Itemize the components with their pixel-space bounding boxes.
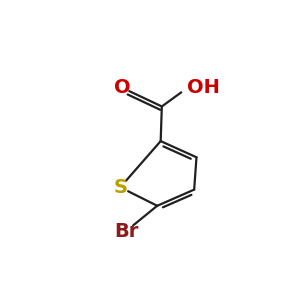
Text: O: O xyxy=(114,79,131,98)
Text: Br: Br xyxy=(114,222,138,241)
Text: S: S xyxy=(113,178,127,197)
Text: OH: OH xyxy=(187,79,220,98)
